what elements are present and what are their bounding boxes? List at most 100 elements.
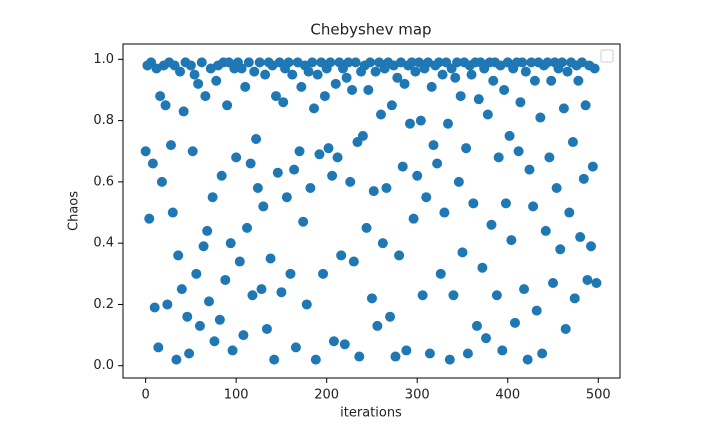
point xyxy=(439,207,450,218)
point xyxy=(444,354,455,365)
point xyxy=(500,198,511,209)
point xyxy=(354,351,365,362)
point xyxy=(249,66,260,77)
point xyxy=(421,192,432,203)
point xyxy=(171,354,182,365)
point xyxy=(211,75,222,86)
point xyxy=(575,232,586,243)
point xyxy=(189,69,200,80)
point xyxy=(167,207,178,218)
point xyxy=(318,268,329,279)
point xyxy=(471,320,482,331)
point xyxy=(185,60,196,71)
point xyxy=(314,149,325,160)
point xyxy=(305,183,316,194)
point xyxy=(531,305,542,316)
point xyxy=(473,94,484,105)
point xyxy=(276,287,287,298)
point xyxy=(339,339,350,350)
point xyxy=(437,69,448,80)
point xyxy=(343,57,354,68)
point xyxy=(347,84,358,95)
point xyxy=(586,241,597,252)
point xyxy=(147,158,158,169)
x-tick-label: 300 xyxy=(405,388,430,403)
point xyxy=(557,57,568,68)
point xyxy=(184,348,195,359)
point xyxy=(261,323,272,334)
point xyxy=(225,238,236,249)
point xyxy=(558,103,569,114)
point xyxy=(258,201,269,212)
point xyxy=(564,207,575,218)
point xyxy=(231,152,242,163)
point xyxy=(442,118,453,129)
point xyxy=(529,75,540,86)
point xyxy=(517,57,528,68)
point xyxy=(278,97,289,108)
point xyxy=(175,66,186,77)
point xyxy=(357,130,368,141)
point xyxy=(412,170,423,181)
x-tick-label: 400 xyxy=(495,388,520,403)
point xyxy=(272,167,283,178)
point xyxy=(457,247,468,258)
point xyxy=(245,158,256,169)
point xyxy=(468,198,479,209)
point xyxy=(363,84,374,95)
point xyxy=(307,57,318,68)
point xyxy=(156,176,167,187)
point xyxy=(207,192,218,203)
point xyxy=(330,78,341,89)
point xyxy=(580,100,591,111)
point xyxy=(551,183,562,194)
point xyxy=(515,97,526,108)
point xyxy=(312,69,323,80)
point xyxy=(573,75,584,86)
point xyxy=(191,268,202,279)
point xyxy=(504,130,515,141)
point xyxy=(424,348,435,359)
point xyxy=(368,186,379,197)
point xyxy=(491,290,502,301)
point xyxy=(381,183,392,194)
point xyxy=(202,225,213,236)
point xyxy=(526,57,537,68)
point xyxy=(481,333,492,344)
point xyxy=(216,170,227,181)
point xyxy=(222,100,233,111)
point xyxy=(560,323,571,334)
point xyxy=(348,256,359,267)
point xyxy=(567,137,578,148)
point xyxy=(153,342,164,353)
point xyxy=(408,213,419,224)
point xyxy=(227,345,238,356)
point xyxy=(569,293,580,304)
point xyxy=(365,57,376,68)
plot-area xyxy=(140,57,602,365)
y-tick-label: 0.8 xyxy=(93,113,114,128)
point xyxy=(591,278,602,289)
y-axis-label: Chaos xyxy=(67,191,82,231)
y-tick-label: 1.0 xyxy=(93,52,114,67)
point xyxy=(540,225,551,236)
point xyxy=(376,109,387,120)
point xyxy=(394,250,405,261)
point xyxy=(548,278,559,289)
point xyxy=(240,81,251,92)
point xyxy=(528,201,539,212)
point xyxy=(397,161,408,172)
point xyxy=(544,152,555,163)
axes-frame xyxy=(122,43,621,379)
x-tick-label: 500 xyxy=(586,388,611,403)
point xyxy=(234,256,245,267)
point xyxy=(309,103,320,114)
point xyxy=(269,354,280,365)
point xyxy=(209,336,220,347)
point xyxy=(537,348,548,359)
point xyxy=(435,268,446,279)
point xyxy=(247,290,258,301)
point xyxy=(524,164,535,175)
point xyxy=(542,57,553,68)
